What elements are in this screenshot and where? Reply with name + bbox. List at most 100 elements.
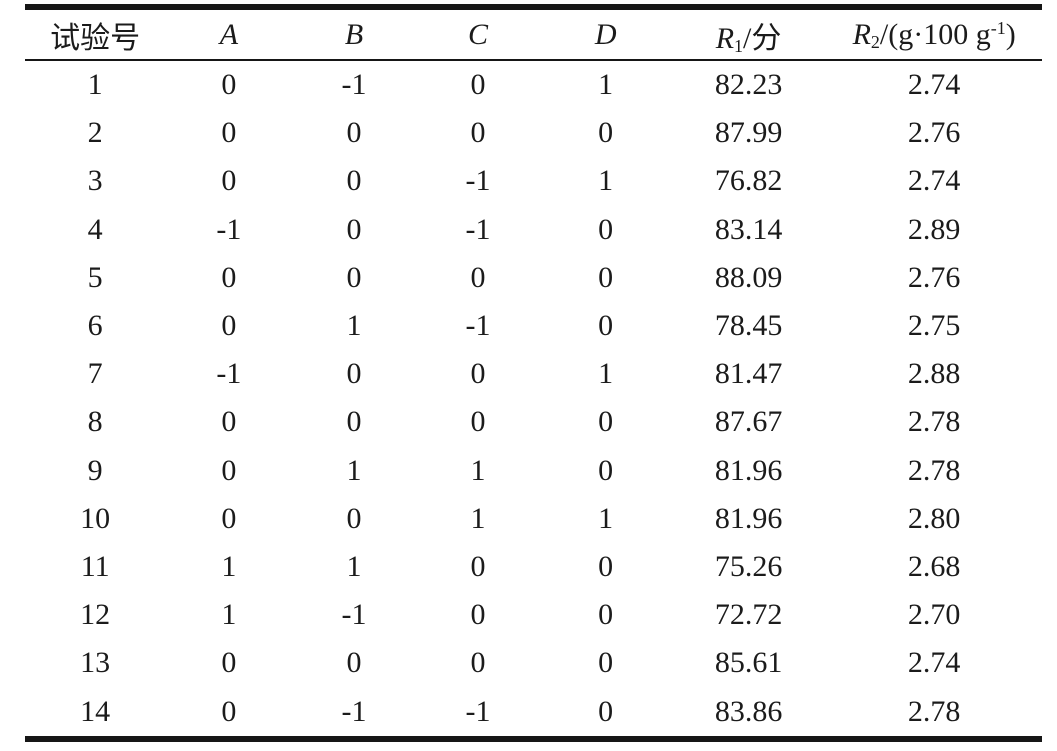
- table-row: 3 0 0 -1 1 76.82 2.74: [25, 157, 1042, 205]
- r2-subscript: 2: [870, 32, 880, 52]
- table-cell: 0: [346, 646, 362, 680]
- table-cell: 9: [87, 453, 103, 487]
- table-cell: 2.75: [907, 309, 961, 343]
- table-cell: 75.26: [714, 549, 783, 583]
- column-header-factor-b: B: [292, 7, 416, 61]
- table-row: 10 0 0 1 1 81.96 2.80: [25, 495, 1042, 543]
- table-cell: 12: [80, 598, 111, 632]
- table-cell: 8: [87, 405, 103, 439]
- table-cell: 2.74: [907, 646, 961, 680]
- table-cell: 0: [598, 598, 614, 632]
- table-cell: 0: [598, 453, 614, 487]
- table-cell: 1: [598, 357, 614, 391]
- table-cell: 2.70: [907, 598, 961, 632]
- table-row: 6 0 1 -1 0 78.45 2.75: [25, 302, 1042, 350]
- table-cell: 0: [598, 212, 614, 246]
- table-cell: 0: [346, 501, 362, 535]
- table-cell: 0: [598, 549, 614, 583]
- table-cell: 1: [346, 549, 362, 583]
- column-header-r2-yield: R2/(g·100 g-1): [826, 7, 1042, 61]
- table-cell: 0: [346, 260, 362, 294]
- table-cell: 0: [221, 501, 237, 535]
- table-cell: 81.96: [714, 501, 783, 535]
- column-header-factor-d: D: [540, 7, 671, 61]
- table-cell: 0: [221, 646, 237, 680]
- table-cell: 83.86: [714, 694, 783, 728]
- table-cell: 0: [598, 116, 614, 150]
- table-cell: 10: [80, 501, 111, 535]
- table-cell: 1: [346, 309, 362, 343]
- table-cell: 0: [470, 68, 486, 102]
- table-cell: 0: [470, 405, 486, 439]
- factor-a-label: A: [219, 17, 239, 51]
- table-cell: 0: [346, 116, 362, 150]
- table-cell: 83.14: [714, 212, 783, 246]
- table-cell: 76.82: [714, 164, 783, 198]
- table-cell: 2.74: [907, 164, 961, 198]
- table-cell: 2.76: [907, 116, 961, 150]
- table-cell: 0: [470, 116, 486, 150]
- table-cell: 0: [221, 309, 237, 343]
- table-cell: 1: [598, 68, 614, 102]
- r1-unit: /分: [743, 21, 782, 55]
- experiment-design-table-container: 试验号 A B C D R1/分 R2/(g·100 g-1): [25, 4, 1042, 742]
- table-cell: -1: [216, 357, 242, 391]
- table-cell: 13: [80, 646, 111, 680]
- experiment-design-table: 试验号 A B C D R1/分 R2/(g·100 g-1): [25, 4, 1042, 742]
- table-cell: 2.78: [907, 405, 961, 439]
- table-cell: 72.72: [714, 598, 783, 632]
- table-cell: 0: [470, 357, 486, 391]
- table-cell: 0: [470, 549, 486, 583]
- table-row: 7 -1 0 0 1 81.47 2.88: [25, 350, 1042, 398]
- table-row: 1 0 -1 0 1 82.23 2.74: [25, 60, 1042, 109]
- table-cell: 0: [598, 646, 614, 680]
- table-cell: 0: [346, 164, 362, 198]
- table-cell: 87.99: [714, 116, 783, 150]
- table-row: 5 0 0 0 0 88.09 2.76: [25, 254, 1042, 302]
- table-cell: 7: [87, 357, 103, 391]
- table-cell: 2.74: [907, 68, 961, 102]
- table-cell: 6: [87, 309, 103, 343]
- table-row: 14 0 -1 -1 0 83.86 2.78: [25, 687, 1042, 738]
- table-row: 4 -1 0 -1 0 83.14 2.89: [25, 206, 1042, 254]
- r2-unit-open: /(g·100 g: [879, 17, 991, 51]
- table-cell: 3: [87, 164, 103, 198]
- table-cell: 0: [346, 405, 362, 439]
- table-cell: 2.88: [907, 357, 961, 391]
- table-cell: 88.09: [714, 260, 783, 294]
- column-header-factor-a: A: [165, 7, 293, 61]
- column-header-r1-score: R1/分: [670, 7, 827, 61]
- table-cell: 0: [598, 260, 614, 294]
- table-cell: -1: [465, 694, 491, 728]
- table-cell: 11: [80, 549, 110, 583]
- table-cell: -1: [465, 309, 491, 343]
- table-cell: 0: [346, 357, 362, 391]
- table-cell: -1: [216, 212, 242, 246]
- table-header: 试验号 A B C D R1/分 R2/(g·100 g-1): [25, 7, 1042, 61]
- table-cell: 0: [221, 453, 237, 487]
- table-cell: -1: [465, 164, 491, 198]
- table-cell: 0: [470, 598, 486, 632]
- table-cell: 85.61: [714, 646, 783, 680]
- table-cell: -1: [341, 694, 367, 728]
- table-cell: 1: [598, 501, 614, 535]
- table-cell: 2.78: [907, 694, 961, 728]
- factor-d-label: D: [594, 17, 617, 51]
- table-cell: 0: [221, 68, 237, 102]
- factor-b-label: B: [344, 17, 364, 51]
- table-cell: 2.78: [907, 453, 961, 487]
- table-cell: 1: [470, 453, 486, 487]
- table-cell: 0: [598, 405, 614, 439]
- table-cell: 2: [87, 116, 103, 150]
- table-cell: 78.45: [714, 309, 783, 343]
- factor-c-label: C: [468, 17, 489, 51]
- r2-unit-close: ): [1005, 17, 1016, 51]
- table-cell: 0: [598, 309, 614, 343]
- table-cell: 0: [470, 646, 486, 680]
- table-cell: 0: [221, 405, 237, 439]
- table-cell: 87.67: [714, 405, 783, 439]
- table-cell: 81.47: [714, 357, 783, 391]
- table-cell: 2.76: [907, 260, 961, 294]
- table-body: 1 0 -1 0 1 82.23 2.74 2 0 0 0 0 87.99 2.76 3 0 0 -1 1 76.82…: [25, 60, 1042, 739]
- table-cell: 1: [221, 549, 237, 583]
